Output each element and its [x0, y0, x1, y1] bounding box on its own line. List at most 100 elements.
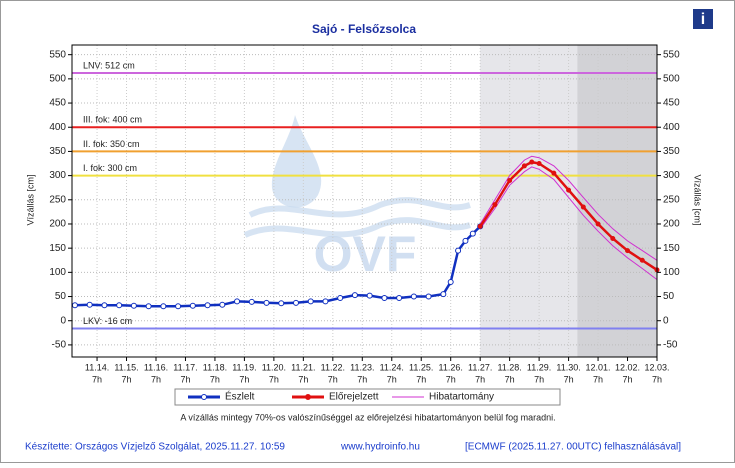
data-point — [351, 292, 358, 299]
x-tick-label: 11.21. — [291, 362, 315, 372]
data-point — [639, 257, 645, 263]
x-tick-sublabel: 7h — [269, 374, 279, 384]
y2-tick-label: 300 — [663, 170, 680, 181]
data-point — [462, 237, 469, 244]
info-button[interactable] — [693, 9, 713, 29]
x-tick-sublabel: 7h — [534, 374, 544, 384]
data-point — [219, 301, 226, 308]
footer-link[interactable]: www.hydroinfo.hu — [340, 442, 420, 453]
footer-source: [ECMWF (2025.11.27. 00UTC) felhasználásá… — [465, 442, 681, 453]
info-icon[interactable]: i — [701, 11, 705, 28]
x-tick-sublabel: 7h — [92, 374, 102, 384]
data-point — [425, 293, 432, 300]
data-point — [189, 302, 196, 309]
x-tick-label: 12.01. — [586, 362, 611, 372]
y-axis-label: Vízállás [cm] — [25, 174, 35, 225]
x-tick-sublabel: 7h — [151, 374, 161, 384]
x-tick-sublabel: 7h — [446, 374, 456, 384]
data-point — [551, 170, 557, 176]
threshold-label: II. fok: 350 cm — [83, 139, 140, 149]
data-point — [145, 303, 152, 310]
x-tick-label: 11.22. — [321, 362, 345, 372]
data-point — [366, 292, 373, 299]
x-tick-sublabel: 7h — [593, 374, 603, 384]
data-point — [477, 223, 483, 229]
threshold-label: LNV: 512 cm — [83, 60, 135, 70]
shaded-region — [577, 45, 657, 357]
y2-tick-label: 100 — [663, 267, 680, 278]
y-tick-label: 0 — [60, 315, 66, 326]
y-tick-label: 400 — [49, 122, 66, 133]
data-point — [116, 302, 123, 309]
legend-label: Előrejelzett — [329, 392, 379, 403]
x-tick-sublabel: 7h — [328, 374, 338, 384]
data-point — [455, 247, 462, 254]
x-tick-label: 11.30. — [556, 362, 580, 372]
y2-tick-label: 250 — [663, 194, 680, 205]
data-point — [130, 302, 137, 309]
y-tick-label: 350 — [49, 146, 66, 157]
x-tick-sublabel: 7h — [652, 374, 662, 384]
plot-area: OVF LNV: 512 cm III. fok: 400 cm II. fok: 3… — [71, 45, 660, 357]
data-point — [278, 300, 285, 307]
data-point — [536, 161, 542, 167]
data-point — [381, 294, 388, 301]
y2-tick-label: 550 — [663, 49, 680, 60]
legend-marker — [201, 394, 207, 400]
x-tick-sublabel: 7h — [475, 374, 485, 384]
y-tick-label: 100 — [49, 267, 66, 278]
data-point — [469, 230, 476, 237]
y2-tick-label: 150 — [663, 243, 680, 254]
legend-label: Hibatartomány — [429, 392, 494, 403]
footer-author: Készítette: Országos Vízjelző Szolgálat,… — [25, 442, 285, 453]
data-point — [86, 301, 93, 308]
data-point — [595, 221, 601, 227]
x-tick-sublabel: 7h — [298, 374, 308, 384]
x-tick-label: 11.27. — [468, 362, 492, 372]
data-point — [204, 302, 211, 309]
y2-tick-label: 350 — [663, 146, 680, 157]
error-band-upper — [479, 155, 658, 261]
data-point — [175, 303, 182, 310]
data-point — [521, 163, 527, 169]
x-tick-label: 11.16. — [144, 362, 168, 372]
x-tick-label: 11.25. — [409, 362, 433, 372]
x-tick-label: 11.29. — [527, 362, 551, 372]
y-tick-label: 200 — [49, 219, 66, 230]
threshold-label: I. fok: 300 cm — [83, 163, 137, 173]
x-tick-sublabel: 7h — [122, 374, 132, 384]
x-tick-sublabel: 7h — [180, 374, 190, 384]
data-point — [610, 235, 616, 241]
series-line — [479, 160, 658, 271]
data-point — [440, 291, 447, 298]
data-point — [566, 187, 572, 193]
x-tick-label: 11.18. — [203, 362, 227, 372]
y2-tick-label: 500 — [663, 74, 680, 85]
x-tick-label: 12.03. — [644, 362, 669, 372]
data-point — [292, 299, 299, 306]
watermark: OVF — [314, 226, 417, 282]
data-point — [447, 279, 454, 286]
x-tick-label: 11.20. — [262, 362, 286, 372]
x-tick-label: 11.23. — [350, 362, 374, 372]
x-tick-sublabel: 7h — [210, 374, 220, 384]
note: A vízállás mintegy 70%-os valószínűségge… — [180, 412, 555, 422]
data-point — [580, 204, 586, 210]
data-point — [507, 177, 513, 183]
y-tick-label: 250 — [49, 194, 66, 205]
y-tick-label: -50 — [52, 340, 67, 351]
y2-tick-label: 400 — [663, 122, 680, 133]
x-tick-label: 11.24. — [380, 362, 404, 372]
data-point — [492, 202, 498, 208]
x-tick-label: 11.26. — [439, 362, 463, 372]
plot-border — [71, 44, 658, 358]
x-tick-sublabel: 7h — [239, 374, 249, 384]
x-tick-sublabel: 7h — [505, 374, 515, 384]
chart-title: Sajó - Felsőzsolca — [312, 22, 416, 36]
x-tick-label: 11.19. — [232, 362, 256, 372]
data-point — [101, 302, 108, 309]
threshold-label: LKV: -16 cm — [83, 316, 132, 326]
x-tick-label: 11.28. — [497, 362, 521, 372]
y-tick-label: 450 — [49, 98, 66, 109]
